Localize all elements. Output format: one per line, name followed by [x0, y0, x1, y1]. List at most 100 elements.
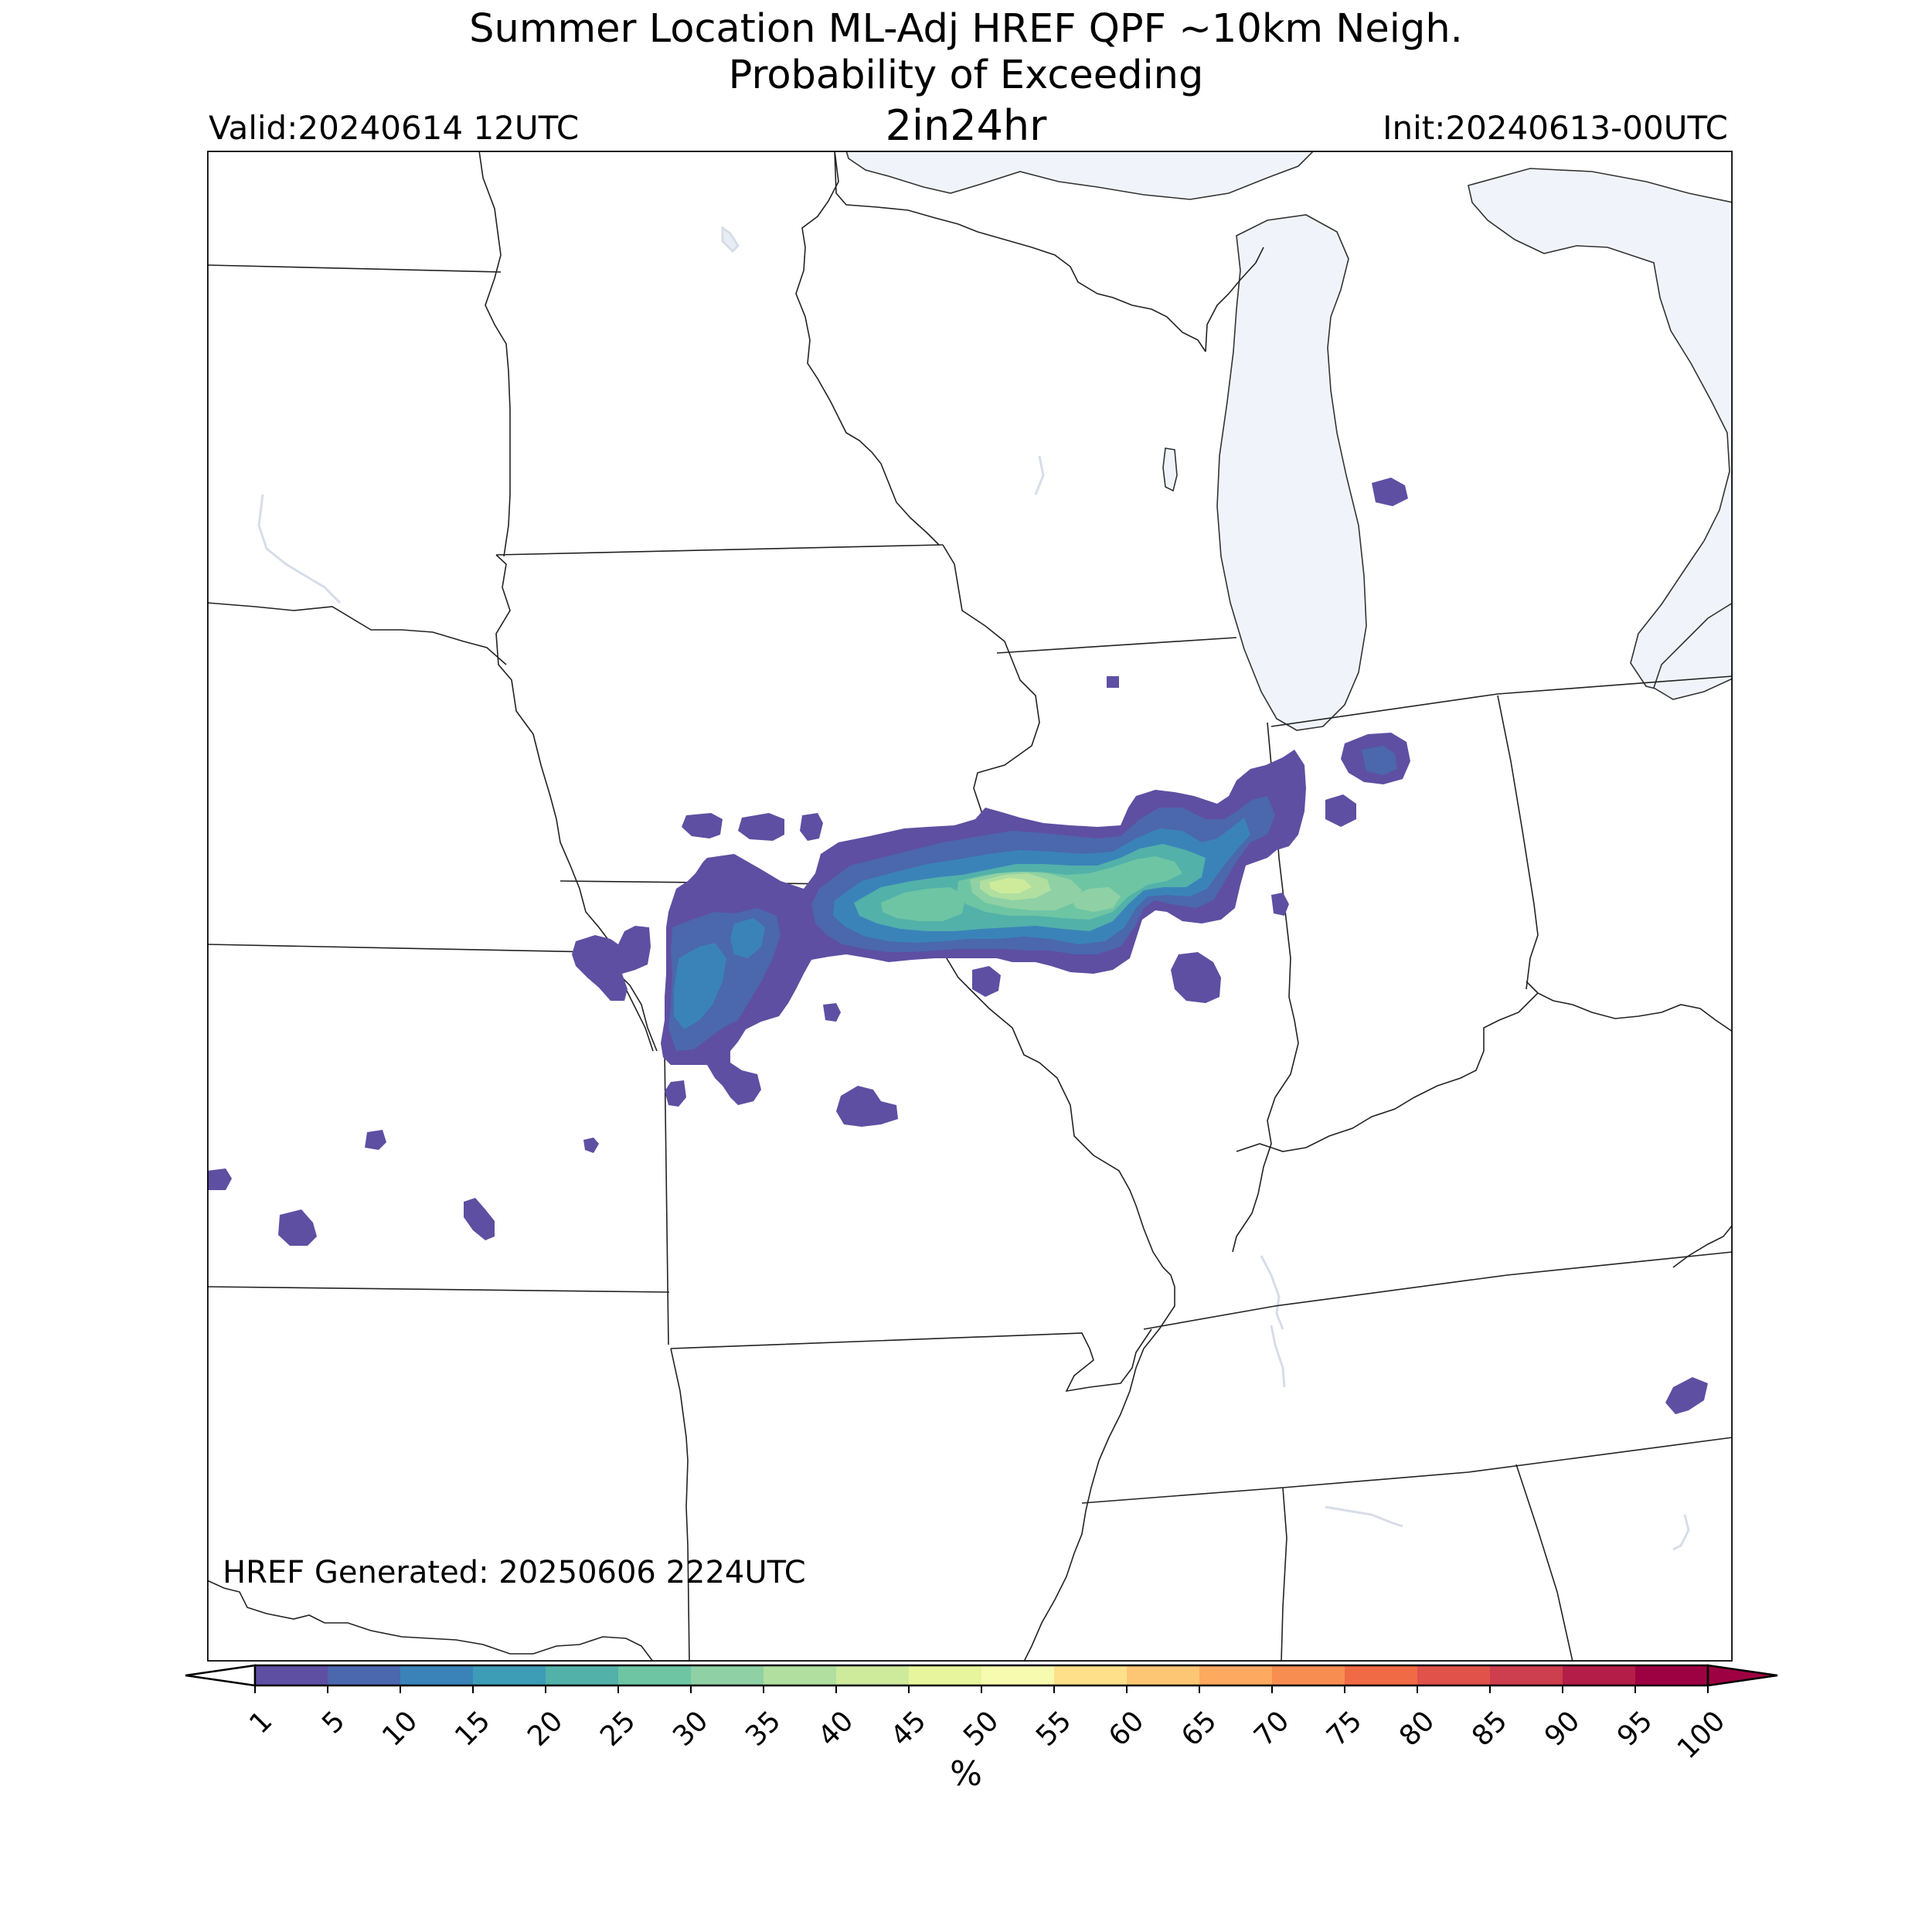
blob-se-ne	[665, 1080, 686, 1107]
lake-erie	[1653, 602, 1733, 700]
colorbar-tick-label: 75	[1321, 1705, 1368, 1752]
blob-mi	[1372, 478, 1408, 506]
lake-superior	[845, 151, 1315, 200]
colorbar-extend-high	[1706, 1664, 1778, 1687]
blob-mo-3	[972, 966, 1001, 997]
colorbar-bin	[764, 1665, 837, 1685]
river-mn-wi	[478, 151, 511, 557]
border-in-oh	[1497, 695, 1539, 990]
colorbar-ticks: 1 5 10 15 20 25 30 35 40 45 50 55 60 65 70 75 80 85 90 95 10…	[243, 1685, 1731, 1765]
colorbar-label: %	[950, 1754, 982, 1794]
blob-ks-3	[278, 1209, 317, 1246]
colorbar-bin	[909, 1665, 982, 1685]
border-ky-wv	[1672, 1224, 1733, 1268]
init-time: Init:20240613-00UTC	[1383, 109, 1728, 147]
blob-il-1	[1171, 952, 1221, 1003]
colorbar-bin	[1054, 1665, 1128, 1685]
border-al-ga	[1515, 1464, 1573, 1662]
title-line-1: Summer Location ML-Adj HREF QPF ~10km Ne…	[469, 6, 1463, 52]
colorbar-bin	[981, 1665, 1055, 1685]
colorbar-tick-label: 40	[812, 1705, 859, 1752]
colorbar-tick-label: 50	[957, 1705, 1005, 1752]
colorbar-bin	[1417, 1665, 1491, 1685]
valid-time: Valid:20240614 12UTC	[209, 109, 580, 147]
border-wi-west	[795, 151, 940, 546]
border-tn-ms-al	[1081, 1437, 1733, 1504]
colorbar-tick-label: 65	[1175, 1705, 1223, 1752]
border-ks-ok	[207, 1286, 670, 1293]
wi-door-coast	[1205, 247, 1264, 352]
blob-n-il	[1107, 676, 1119, 688]
blob-iowa-3	[800, 813, 823, 841]
colorbar-bin	[1563, 1665, 1636, 1685]
colorbar-tick-label: 80	[1393, 1705, 1440, 1752]
title-threshold: 2in24hr	[885, 101, 1047, 150]
border-in-mi	[1270, 693, 1498, 727]
blob-nw-in-2	[1325, 794, 1356, 827]
colorbar-bin	[618, 1665, 692, 1685]
river-ohio	[1236, 981, 1733, 1152]
border-ks-mo	[664, 1050, 669, 1345]
colorbar-tick-label: 25	[594, 1705, 641, 1752]
river-mississippi-upper	[930, 544, 1175, 1662]
blob-ks-1	[365, 1130, 386, 1150]
border-wi-mi-up	[834, 151, 1206, 352]
colorbar-tick-label: 95	[1611, 1705, 1658, 1752]
colorbar-bin	[1272, 1665, 1345, 1685]
border-ky-tn	[1143, 1251, 1733, 1330]
river-red	[207, 1580, 654, 1662]
prob-40-45	[989, 878, 1032, 893]
colorbar-tick-label: 35	[740, 1705, 787, 1752]
colorbar-tick-label: 5	[316, 1705, 351, 1740]
colorbar-tick-label: 10	[376, 1705, 423, 1752]
colorbar: 1 5 10 15 20 25 30 35 40 45 50 55 60 65 70 75 80 85 90 95 10…	[185, 1664, 1778, 1765]
border-mn-ia	[495, 544, 944, 556]
border-nd-mn-sd	[207, 264, 502, 273]
river-sd-ne	[207, 602, 507, 665]
reservoirs	[257, 226, 1690, 1551]
colorbar-extend-low	[185, 1664, 257, 1687]
border-il-in	[1232, 722, 1299, 1253]
blob-mo-1	[823, 1003, 841, 1022]
blob-il-2	[1271, 893, 1289, 916]
title-line-2: Probability of Exceeding	[728, 53, 1204, 98]
colorbar-bin	[1490, 1665, 1563, 1685]
border-mo-ar	[670, 1328, 1152, 1393]
colorbar-tick-label: 90	[1539, 1705, 1586, 1752]
probability-field	[207, 478, 1708, 1414]
lake-winnebago	[1162, 447, 1178, 492]
blob-iowa-2	[738, 813, 784, 841]
map-area	[207, 151, 1733, 1662]
blob-mo-2	[836, 1086, 898, 1127]
colorbar-tick-label: 70	[1248, 1705, 1295, 1752]
colorbar-tick-label: 20	[522, 1705, 569, 1752]
lake-huron	[1468, 168, 1733, 695]
colorbar-tick-label: 85	[1466, 1705, 1513, 1752]
colorbar-bin	[400, 1665, 474, 1685]
colorbar-bin	[328, 1665, 401, 1685]
blob-iowa-1	[682, 813, 723, 838]
colorbar-bin	[836, 1665, 910, 1685]
blob-ky	[1665, 1377, 1708, 1414]
colorbar-tick-label: 30	[667, 1705, 714, 1752]
colorbar-tick-label: 45	[885, 1705, 932, 1752]
colorbar-bin	[691, 1665, 764, 1685]
colorbar-bin	[546, 1665, 619, 1685]
colorbar-bin	[255, 1665, 328, 1685]
colorbar-bin	[473, 1665, 546, 1685]
colorbar-bin	[1199, 1665, 1273, 1685]
border-ms-al	[1281, 1487, 1287, 1662]
lake-michigan	[1216, 214, 1367, 731]
border-ne-ks	[207, 944, 596, 953]
colorbar-bin	[1127, 1665, 1200, 1685]
colorbar-tick-label: 55	[1030, 1705, 1077, 1752]
colorbar-tick-label: 15	[449, 1705, 496, 1752]
blob-ks-4	[464, 1198, 495, 1240]
great-lakes	[845, 151, 1733, 731]
colorbar-bin	[1635, 1665, 1709, 1685]
colorbar-tick-label: 1	[243, 1705, 278, 1740]
colorbar-tick-label: 60	[1103, 1705, 1150, 1752]
generated-time: HREF Generated: 20250606 2224UTC	[223, 1555, 806, 1590]
